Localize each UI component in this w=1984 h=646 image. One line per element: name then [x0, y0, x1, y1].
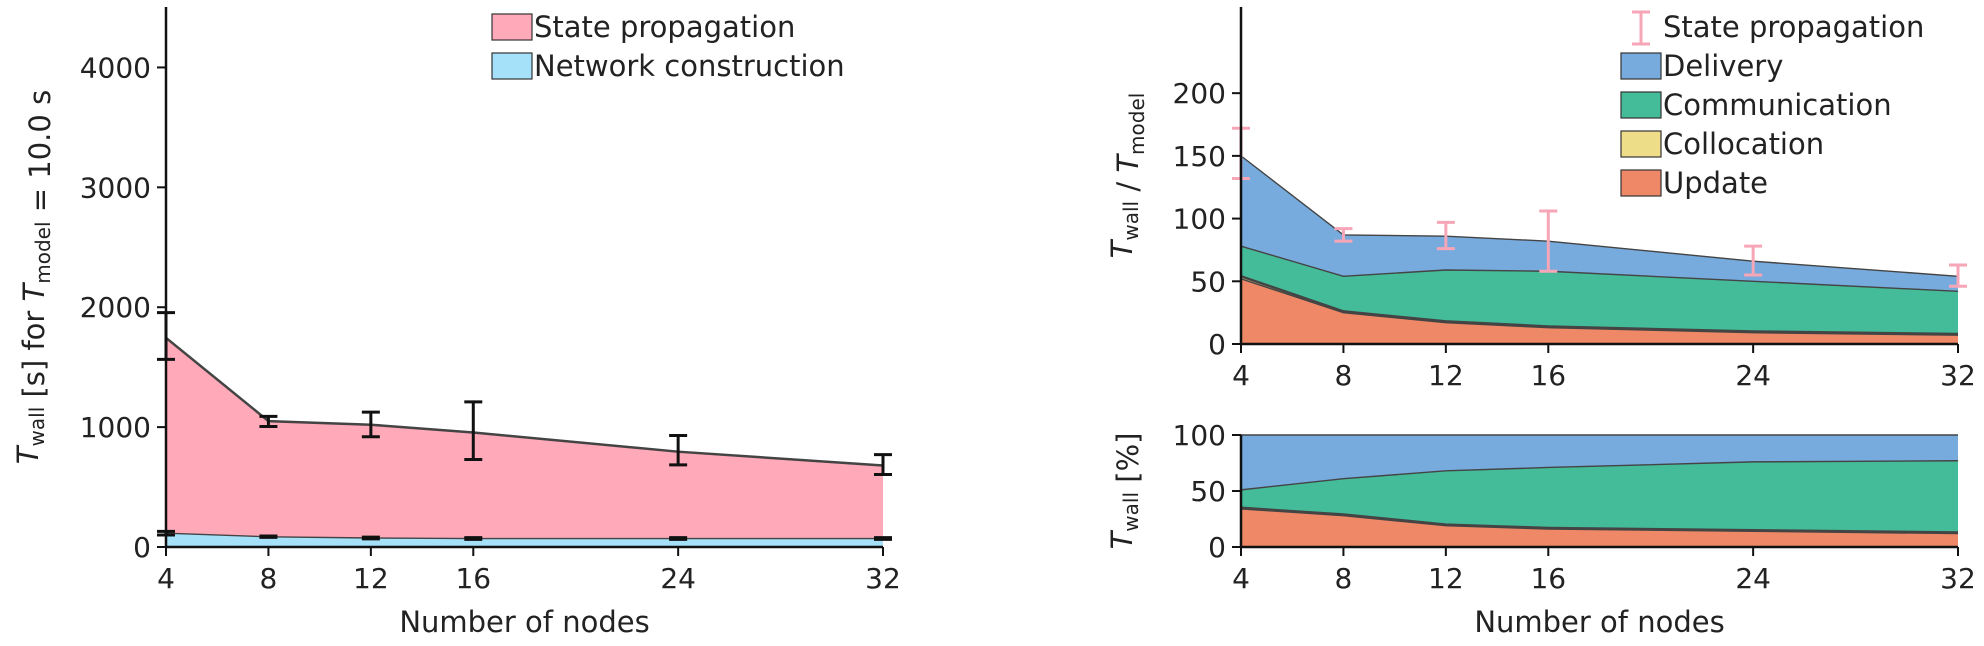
x-axis-label: Number of nodes [1474, 605, 1724, 639]
x-tick-label: 4 [1232, 359, 1250, 392]
y-tick-label: 50 [1190, 265, 1226, 298]
x-tick-label: 8 [1335, 562, 1353, 595]
chart-panel-bottom-right: 0 50 100 4 8 12 16 24 32 Number of nodes [1173, 419, 1976, 639]
ylabel-part: / [1111, 173, 1145, 201]
legend-label-right: Delivery [1663, 49, 1783, 83]
y-tick-label: 3000 [80, 171, 151, 204]
x-tick-label: 12 [353, 562, 389, 595]
area-communication [1241, 246, 1958, 334]
y-axis-label: Twall [s] for Tmodel = 10.0 s [11, 90, 57, 464]
ylabel-part: wall [1119, 492, 1143, 532]
x-tick-label: 16 [1530, 359, 1566, 392]
series-boundary-line [1240, 460, 1959, 491]
x-tick-label: 12 [1428, 562, 1464, 595]
x-tick-label: 24 [1735, 562, 1771, 595]
area-delivery [1241, 155, 1958, 292]
legend-label-right: Communication [1663, 88, 1892, 122]
ylabel-part: [%] [1111, 433, 1145, 492]
legend-swatch [1620, 169, 1662, 197]
y-tick-label: 1000 [80, 411, 151, 444]
legend-label-right: Update [1663, 166, 1768, 200]
y-tick-label: 200 [1173, 77, 1226, 110]
ylabel-part: = 10.0 s [23, 90, 57, 222]
y-axis-label: Twall / Tmodel [1105, 93, 1149, 259]
series-boundary-line [1240, 506, 1959, 534]
legend-swatch [1620, 52, 1662, 80]
x-tick-label: 8 [260, 562, 278, 595]
y-tick-label: 0 [1208, 328, 1226, 361]
chart-panel-top-right: 0 50 100 150 200 4 8 12 16 24 32 [1173, 7, 1976, 392]
legend-swatch [491, 52, 533, 80]
legend-label-left: State propagation [534, 10, 795, 44]
series-boundary-line [1240, 278, 1959, 336]
x-tick-label: 32 [865, 562, 901, 595]
area-update [1241, 508, 1958, 547]
y-tick-label: 2000 [80, 291, 151, 324]
legend-swatch [1620, 130, 1662, 158]
y-tick-label: 0 [133, 531, 151, 564]
legend-label-right: Collocation [1663, 127, 1824, 161]
y-tick-label: 0 [1208, 531, 1226, 564]
series-boundary-line [1240, 155, 1959, 277]
series-boundary-line [1240, 245, 1959, 293]
ylabel-part: T [11, 444, 45, 464]
x-tick-label: 24 [1735, 359, 1771, 392]
y-axis-label: Twall [%] [1105, 433, 1145, 550]
ylabel-part: [s] for [17, 301, 51, 406]
y-tick-label: 50 [1190, 475, 1226, 508]
y-tick-label: 100 [1173, 419, 1226, 452]
ylabel-part: T [17, 281, 51, 301]
x-tick-label: 4 [1232, 562, 1250, 595]
area-communication [1241, 460, 1958, 533]
x-tick-label: 8 [1335, 359, 1353, 392]
series-boundary-line [165, 532, 883, 540]
legend-swatch [491, 13, 533, 41]
x-tick-label: 16 [455, 562, 491, 595]
legend-label-left: Network construction [534, 49, 845, 83]
y-tick-label: 4000 [80, 51, 151, 84]
legend-label-right: State propagation [1663, 10, 1924, 44]
ylabel-part: model [31, 221, 55, 283]
x-tick-label: 16 [1530, 562, 1566, 595]
y-tick-label: 100 [1173, 203, 1226, 236]
ylabel-part: wall [1119, 201, 1143, 241]
area-network-construction [166, 533, 883, 547]
area-delivery [1241, 435, 1958, 490]
ylabel-part: T [1111, 153, 1145, 173]
chart-panel-left: 0 1000 2000 3000 4000 4 8 12 16 24 32 Number of nod… [80, 7, 901, 639]
x-tick-label: 4 [157, 562, 175, 595]
x-tick-label: 32 [1940, 562, 1976, 595]
x-tick-label: 32 [1940, 359, 1976, 392]
ylabel-part: T [1105, 529, 1139, 549]
ylabel-part: wall [25, 407, 49, 447]
x-tick-label: 24 [660, 562, 696, 595]
series-boundary-line [165, 336, 884, 467]
area-update [1241, 278, 1958, 344]
ylabel-part: model [1125, 93, 1149, 155]
x-axis-label: Number of nodes [399, 605, 649, 639]
y-tick-label: 150 [1173, 140, 1226, 173]
ylabel-part: T [1105, 238, 1139, 258]
legend-swatch [1620, 91, 1662, 119]
series-boundary-line [1240, 275, 1959, 336]
x-tick-label: 12 [1428, 359, 1464, 392]
